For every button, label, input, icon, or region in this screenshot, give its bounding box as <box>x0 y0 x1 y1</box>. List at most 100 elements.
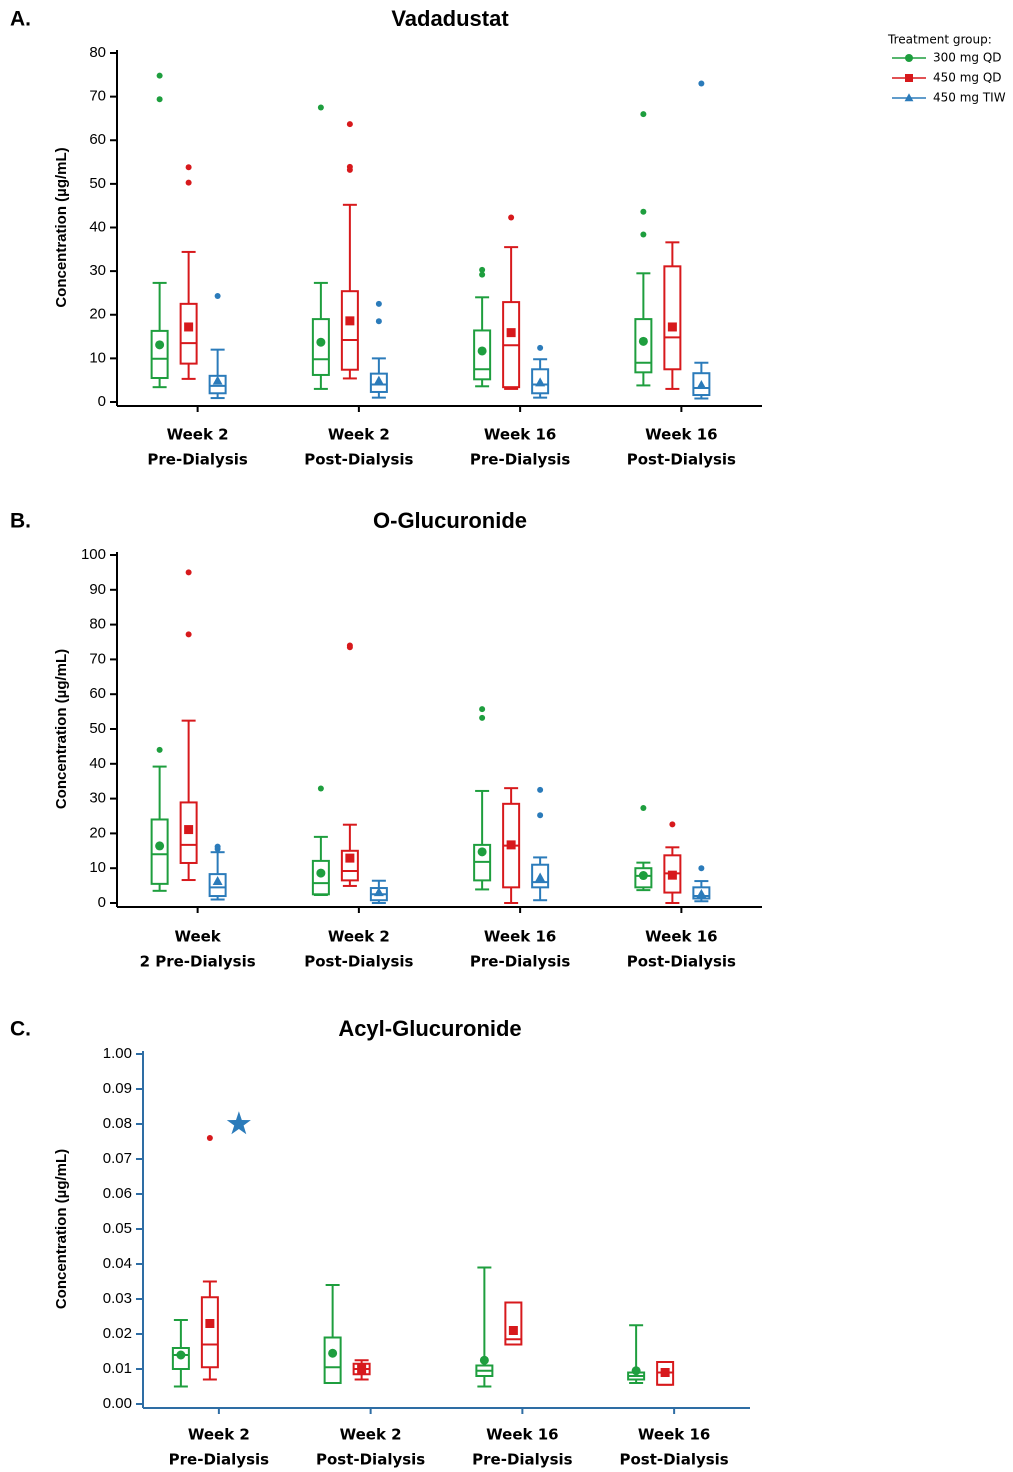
mean-marker <box>176 1350 186 1360</box>
outlier <box>214 292 221 299</box>
mean-marker <box>328 1348 338 1358</box>
mean-marker <box>508 1326 518 1335</box>
x-tick-label: Pre-Dialysis <box>470 451 570 469</box>
legend-title: Treatment group: <box>887 33 992 47</box>
x-tick-label: Week 16 <box>484 426 556 444</box>
outlier <box>698 865 705 872</box>
y-tick-label: 100 <box>81 546 106 563</box>
panel-label: B. <box>10 510 31 533</box>
panel-label: A. <box>10 8 31 31</box>
mean-marker <box>477 346 487 356</box>
y-tick-label: 0.00 <box>103 1395 132 1412</box>
mean-marker <box>155 340 165 350</box>
x-tick-label: Pre-Dialysis <box>472 1451 572 1469</box>
panel-label: C. <box>10 1018 31 1041</box>
box <box>150 329 169 380</box>
legend-label: 450 mg TIW <box>933 91 1006 105</box>
y-tick-label: 20 <box>89 306 106 323</box>
legend-label: 450 mg QD <box>933 71 1002 85</box>
x-tick-label: Post-Dialysis <box>304 451 413 469</box>
y-tick-label: 70 <box>89 650 106 667</box>
box <box>311 859 330 896</box>
mean-marker <box>535 377 546 387</box>
mean-marker <box>212 876 223 886</box>
outlier <box>346 166 353 173</box>
mean-marker <box>638 336 648 346</box>
mean-marker <box>205 1319 215 1328</box>
outlier <box>640 231 647 238</box>
outlier <box>156 72 163 79</box>
y-tick-label: 0.05 <box>103 1220 132 1237</box>
mean-marker <box>184 825 194 835</box>
mean-marker <box>184 322 194 332</box>
box <box>311 318 330 376</box>
mean-marker <box>535 872 546 882</box>
outlier <box>669 821 676 828</box>
legend-marker <box>905 54 913 62</box>
outlier <box>156 746 163 753</box>
mean-marker <box>667 870 677 880</box>
mean-marker <box>667 322 677 332</box>
outlier <box>537 812 544 819</box>
legend-marker <box>905 74 913 82</box>
box <box>150 818 169 885</box>
mean-marker <box>506 840 516 850</box>
y-axis-label: Concentration (µg/mL) <box>53 147 70 307</box>
x-tick-label: Week 16 <box>645 426 717 444</box>
mean-marker <box>226 1111 251 1135</box>
outlier <box>479 271 486 278</box>
x-tick-label: Post-Dialysis <box>627 451 736 469</box>
y-tick-label: 30 <box>89 262 106 279</box>
mean-marker <box>696 380 707 390</box>
x-tick-label: Week 2 <box>167 426 229 444</box>
y-tick-label: 0.03 <box>103 1290 132 1307</box>
y-tick-label: 60 <box>89 131 106 148</box>
outlier <box>346 121 353 128</box>
y-tick-label: 1.00 <box>103 1045 132 1062</box>
chart-title: O-Glucuronide <box>373 508 527 533</box>
outlier <box>185 631 192 638</box>
legend-label: 300 mg QD <box>933 51 1002 65</box>
y-tick-label: 30 <box>89 790 106 807</box>
x-tick-label: Week 2 <box>328 426 390 444</box>
outlier <box>185 179 192 186</box>
y-axis-label: Concentration (µg/mL) <box>53 1149 70 1309</box>
y-tick-label: 0 <box>98 393 106 410</box>
outlier <box>375 300 382 307</box>
y-tick-label: 0 <box>98 894 106 911</box>
outlier <box>375 318 382 325</box>
y-tick-label: 60 <box>89 685 106 702</box>
mean-marker <box>373 887 384 897</box>
y-tick-label: 10 <box>89 349 106 366</box>
y-tick-label: 20 <box>89 824 106 841</box>
outlier <box>698 80 705 87</box>
box <box>323 1336 342 1384</box>
mean-marker <box>638 871 648 881</box>
box <box>663 265 682 371</box>
x-tick-label: Week 2 <box>328 928 390 946</box>
x-tick-label: Post-Dialysis <box>304 953 413 971</box>
mean-marker <box>479 1355 489 1365</box>
mean-marker <box>316 337 326 347</box>
chart-title: Acyl-Glucuronide <box>338 1016 521 1041</box>
y-tick-label: 0.01 <box>103 1360 132 1377</box>
x-tick-label: Week 2 <box>340 1426 402 1444</box>
outlier <box>537 786 544 793</box>
mean-marker <box>660 1368 670 1377</box>
y-tick-label: 80 <box>89 44 106 61</box>
mean-marker <box>345 853 355 863</box>
y-tick-label: 0.07 <box>103 1150 132 1167</box>
outlier <box>185 164 192 171</box>
y-tick-label: 0.08 <box>103 1115 132 1132</box>
box <box>179 302 198 365</box>
box <box>208 873 227 898</box>
y-tick-label: 0.06 <box>103 1185 132 1202</box>
box <box>200 1296 219 1369</box>
outlier <box>508 214 515 221</box>
x-tick-label: Week <box>174 928 221 946</box>
outlier <box>185 569 192 576</box>
x-tick-label: Week 16 <box>645 928 717 946</box>
y-tick-label: 10 <box>89 859 106 876</box>
x-tick-label: Post-Dialysis <box>619 1451 728 1469</box>
